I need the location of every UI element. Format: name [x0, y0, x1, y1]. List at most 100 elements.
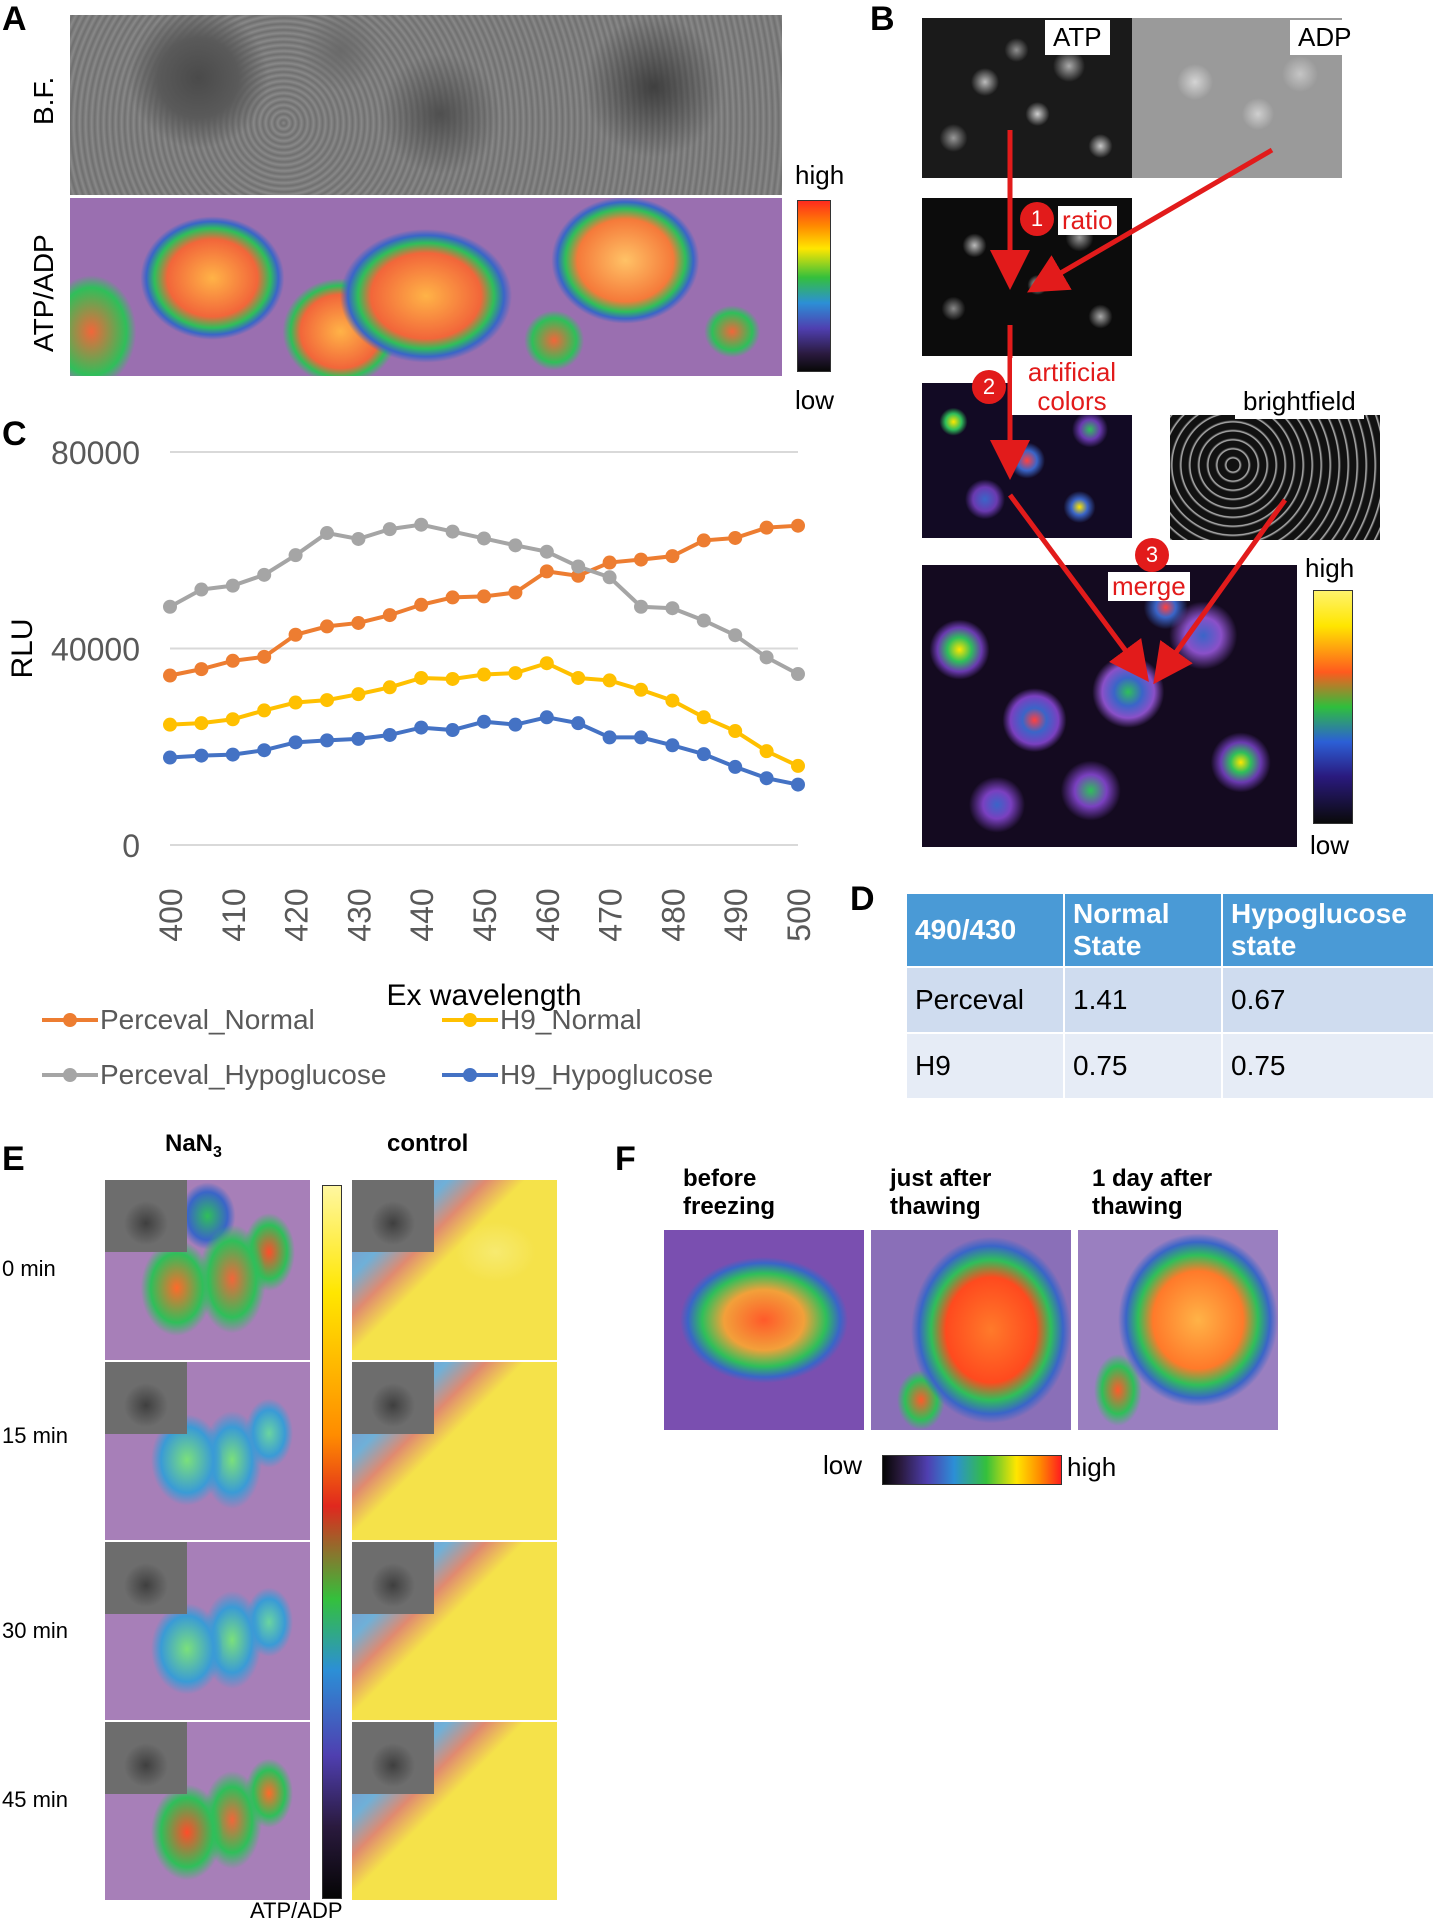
control-image-0min: [352, 1180, 557, 1360]
flow-arrows: [990, 130, 1288, 685]
bf-inset: [352, 1362, 434, 1434]
label-before-freezing: before freezing: [683, 1165, 776, 1220]
data-point-Perceval_Normal: [194, 662, 209, 677]
column-nan3: NaN3: [165, 1130, 222, 1162]
data-point-Perceval_Normal: [602, 555, 617, 570]
data-point-H9_Normal: [602, 673, 617, 688]
data-point-Perceval_Hypoglucose: [759, 650, 774, 665]
just-after-thawing-image: [871, 1230, 1071, 1430]
y-tick-label: 40000: [51, 632, 140, 668]
data-point-Perceval_Hypoglucose: [634, 599, 648, 614]
ratio-table: 490/430 Normal State Hypoglucose state P…: [905, 892, 1435, 1100]
step-2-label: artificial colors: [1012, 358, 1132, 416]
data-point-H9_Hypoglucose: [288, 735, 303, 750]
data-point-Perceval_Normal: [445, 590, 460, 605]
table-cell: 0.67: [1223, 968, 1433, 1033]
data-point-Perceval_Hypoglucose: [320, 526, 334, 541]
data-point-H9_Hypoglucose: [665, 738, 680, 753]
table-cell: Perceval: [907, 968, 1063, 1033]
step-1-badge: 1: [1020, 202, 1054, 236]
scale-low-a: low: [795, 385, 835, 415]
data-point-Perceval_Normal: [728, 530, 743, 545]
data-point-H9_Hypoglucose: [163, 750, 177, 765]
column-control: control: [387, 1130, 469, 1157]
y-tick-label: 0: [122, 828, 140, 864]
panel-letter-f: F: [615, 1140, 636, 1178]
x-tick-label: 500: [781, 888, 817, 941]
brightfield-label: brightfield: [1235, 384, 1364, 419]
label-just-after-thawing: just after thawing: [890, 1165, 992, 1220]
column-nan3-sub: 3: [213, 1143, 222, 1161]
scale-high-a: high: [795, 160, 845, 190]
data-point-Perceval_Hypoglucose: [602, 570, 617, 585]
x-tick-label: 400: [153, 888, 189, 941]
time-label: 30 min: [2, 1618, 69, 1643]
ratio-image-a: [70, 198, 782, 376]
nan3-image-30min: [105, 1542, 310, 1720]
brightfield-image-b: [1170, 415, 1380, 540]
data-point-H9_Hypoglucose: [257, 743, 272, 758]
data-point-H9_Normal: [351, 687, 366, 702]
data-point-Perceval_Normal: [414, 597, 429, 612]
panel-letter-b: B: [870, 0, 895, 38]
row-label-atp-adp: ATP/ADP: [28, 234, 59, 352]
data-point-H9_Normal: [665, 693, 680, 708]
data-point-H9_Normal: [759, 744, 774, 759]
data-point-Perceval_Normal: [539, 564, 554, 579]
nan3-image-45min: [105, 1722, 310, 1900]
color-scale-b: [1313, 590, 1353, 824]
data-point-Perceval_Normal: [288, 627, 303, 642]
x-tick-label: 410: [216, 888, 252, 941]
data-point-Perceval_Normal: [351, 615, 366, 630]
data-point-H9_Normal: [288, 695, 303, 710]
table-cell: 0.75: [1065, 1034, 1221, 1099]
data-point-Perceval_Normal: [634, 552, 648, 567]
x-tick-label: 450: [467, 888, 503, 941]
control-image-45min: [352, 1722, 557, 1900]
data-point-Perceval_Hypoglucose: [163, 599, 177, 614]
data-point-Perceval_Normal: [791, 518, 805, 533]
x-tick-label: 470: [593, 888, 629, 941]
data-point-Perceval_Normal: [477, 589, 491, 604]
panel-letter-a: A: [2, 0, 27, 38]
data-point-Perceval_Hypoglucose: [791, 667, 805, 682]
data-point-H9_Hypoglucose: [539, 710, 554, 725]
data-point-H9_Hypoglucose: [445, 723, 460, 738]
y-tick-label: 80000: [51, 435, 140, 471]
data-point-H9_Normal: [508, 666, 523, 681]
data-point-Perceval_Hypoglucose: [477, 531, 491, 546]
legend-marker: [442, 1068, 498, 1082]
data-point-Perceval_Normal: [508, 585, 523, 600]
table-cell: 1.41: [1065, 968, 1221, 1033]
1-day-after-thawing-image: [1078, 1230, 1278, 1430]
data-point-H9_Normal: [571, 670, 586, 685]
legend-marker: [442, 1013, 498, 1027]
data-point-H9_Normal: [163, 717, 177, 732]
bf-inset: [352, 1180, 434, 1252]
step-2-badge: 2: [972, 370, 1006, 404]
data-point-H9_Normal: [257, 703, 272, 718]
bf-inset: [105, 1542, 187, 1614]
bf-inset: [105, 1722, 187, 1794]
table-cell: H9: [907, 1034, 1063, 1099]
panel-letter-d: D: [850, 880, 875, 918]
x-axis-label: Ex wavelength: [386, 979, 581, 1012]
time-label: 0 min: [2, 1256, 56, 1281]
data-point-Perceval_Hypoglucose: [539, 544, 554, 559]
data-point-Perceval_Normal: [665, 549, 680, 564]
y-axis-label: RLU: [6, 618, 39, 678]
data-point-Perceval_Hypoglucose: [257, 567, 272, 582]
brightfield-image-a: [70, 15, 782, 195]
data-point-Perceval_Normal: [163, 668, 177, 683]
data-point-H9_Normal: [696, 710, 711, 725]
data-point-H9_Hypoglucose: [225, 747, 240, 762]
arrow-adp-to-ratio: [1027, 147, 1274, 293]
data-point-H9_Normal: [791, 758, 805, 773]
control-image-15min: [352, 1362, 557, 1540]
data-point-H9_Hypoglucose: [759, 771, 774, 786]
data-point-Perceval_Normal: [759, 520, 774, 535]
atp-label: ATP: [1045, 20, 1110, 55]
data-point-H9_Hypoglucose: [728, 759, 743, 774]
data-point-H9_Normal: [194, 716, 209, 731]
data-point-H9_Normal: [414, 670, 429, 685]
